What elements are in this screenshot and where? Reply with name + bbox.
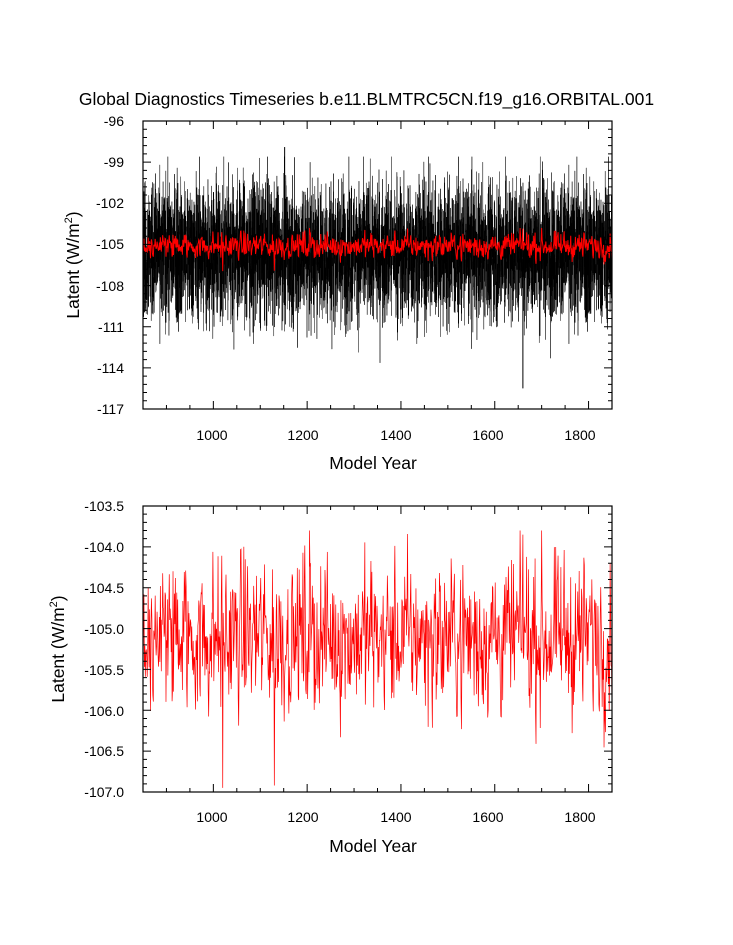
p2-ylabel-close: ) — [48, 595, 68, 601]
p1-ylabel-main: Latent (W/m — [63, 223, 83, 318]
p1-ytick-label-3: -105 — [96, 236, 124, 252]
p2-ytick-label-0: -103.5 — [84, 498, 124, 514]
p1-ytick-label-0: -96 — [104, 113, 124, 129]
panel-1-x-axis-title: Model Year — [329, 453, 417, 473]
panel-2: -103.5 -104.0 -104.5 -105.0 -105.5 -106.… — [48, 498, 613, 856]
p2-xtick-label-4: 1800 — [564, 809, 595, 825]
p1-ytick-label-2: -102 — [96, 195, 124, 211]
p1-series-monthly-line — [142, 156, 613, 363]
p1-series-annual-line — [142, 227, 613, 272]
p1-ylabel-sup: 2 — [63, 217, 75, 223]
p2-tick-marks — [142, 505, 613, 793]
panel-2-x-tick-labels: 1000 1200 1400 1600 1800 — [196, 809, 595, 825]
panel-2-plot-area — [142, 530, 613, 788]
p1-ylabel-close: ) — [63, 211, 83, 217]
p1-xtick-label-4: 1800 — [564, 427, 595, 443]
p1-ytick-label-7: -117 — [97, 401, 124, 417]
p1-ytick-label-1: -99 — [104, 154, 124, 170]
p2-ytick-label-3: -105.0 — [84, 621, 124, 637]
panel-1-x-tick-labels: 1000 1200 1400 1600 1800 — [196, 427, 595, 443]
p1-ytick-label-6: -114 — [97, 360, 124, 376]
p2-ytick-label-6: -106.5 — [84, 743, 124, 759]
p2-xtick-label-0: 1000 — [196, 809, 227, 825]
panel-1-y-axis-title: Latent (W/m2) — [63, 211, 83, 318]
p2-xtick-label-3: 1600 — [472, 809, 503, 825]
panel-2-y-tick-labels: -103.5 -104.0 -104.5 -105.0 -105.5 -106.… — [84, 498, 124, 800]
p2-ytick-label-1: -104.0 — [84, 539, 124, 555]
p1-ytick-label-4: -108 — [96, 278, 124, 294]
p1-ytick-label-5: -111 — [98, 319, 124, 335]
p1-xtick-label-2: 1400 — [380, 427, 411, 443]
p2-ytick-label-5: -106.0 — [84, 703, 124, 719]
p1-xtick-label-0: 1000 — [196, 427, 227, 443]
panel-1: -96 -99 -102 -105 -108 -111 -114 -117 10… — [63, 113, 613, 473]
panel-2-ticks — [142, 505, 613, 793]
panel-1-plot-area — [142, 147, 613, 389]
panel-2-x-axis-title: Model Year — [329, 836, 417, 856]
p1-xtick-label-3: 1600 — [472, 427, 503, 443]
panel-1-y-tick-labels: -96 -99 -102 -105 -108 -111 -114 -117 — [96, 113, 124, 417]
p2-ytick-label-4: -105.5 — [84, 662, 124, 678]
p1-xtick-label-1: 1200 — [287, 427, 318, 443]
p2-ytick-label-2: -104.5 — [84, 580, 124, 596]
p2-ylabel-main: Latent (W/m — [48, 607, 68, 702]
p2-xtick-label-2: 1400 — [380, 809, 411, 825]
p2-series-annual-line — [142, 530, 613, 788]
p1-tick-marks — [142, 120, 613, 410]
p2-ytick-label-7: -107.0 — [84, 784, 124, 800]
panel-1-ticks — [142, 120, 613, 410]
page-title: Global Diagnostics Timeseries b.e11.BLMT… — [78, 89, 655, 109]
p2-xtick-label-1: 1200 — [287, 809, 318, 825]
panel-2-y-axis-title: Latent (W/m2) — [48, 595, 68, 702]
p2-ylabel-sup: 2 — [48, 601, 60, 607]
